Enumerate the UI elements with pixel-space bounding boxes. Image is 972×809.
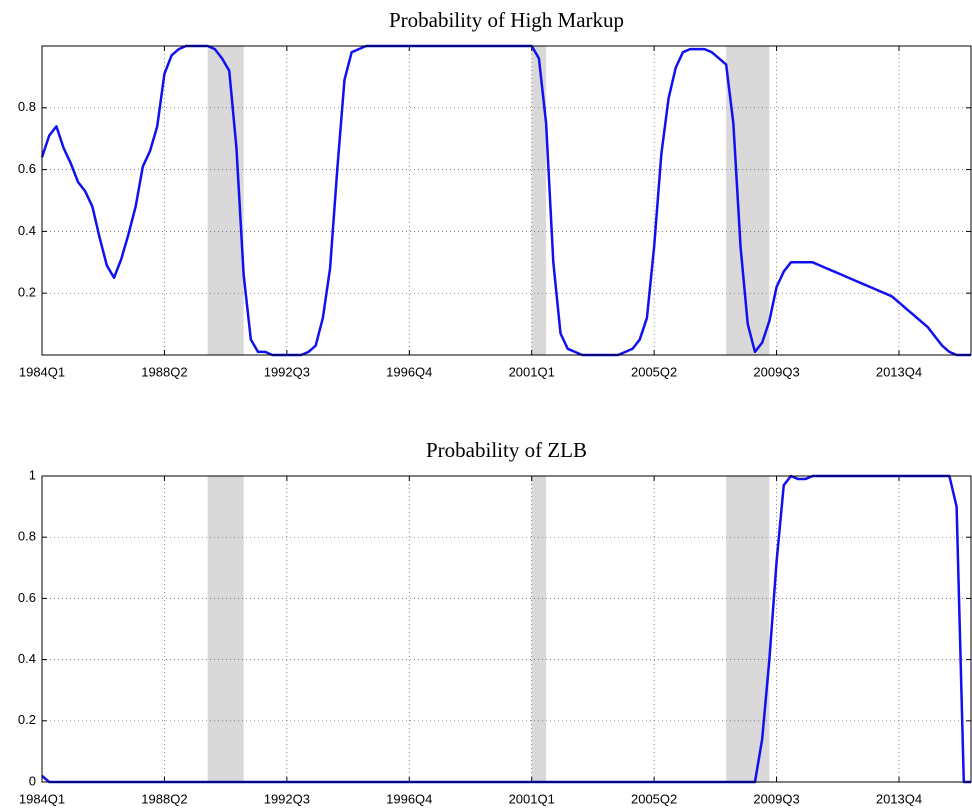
y-tick-label: 0.6 [18, 590, 36, 605]
x-tick-label: 2013Q4 [876, 364, 922, 379]
data-line [41, 474, 971, 784]
shaded-period [207, 476, 244, 782]
y-tick-label: 0.4 [18, 223, 36, 238]
shaded-period [531, 476, 547, 782]
data-line [40, 44, 971, 357]
y-tick-label: 0.6 [18, 161, 36, 176]
y-tick-label: 0.2 [18, 712, 36, 727]
x-tick-label: 2013Q4 [876, 791, 922, 806]
x-tick-label: 1988Q2 [141, 791, 187, 806]
y-tick-label: 0.8 [18, 99, 36, 114]
x-tick-label: 1988Q2 [141, 364, 187, 379]
x-tick-label: 1996Q4 [386, 791, 432, 806]
shaded-period [726, 46, 770, 355]
shaded-period [207, 46, 244, 355]
y-tick-label: 0 [29, 773, 36, 788]
x-tick-label: 2001Q1 [509, 364, 555, 379]
chart-title: Probability of ZLB [426, 438, 587, 462]
plot-frame [41, 45, 972, 356]
x-tick-label: 1992Q3 [264, 364, 310, 379]
x-tick-label: 2009Q3 [753, 791, 799, 806]
x-tick-label: 1996Q4 [386, 364, 432, 379]
x-tick-label: 2005Q2 [631, 364, 677, 379]
chart-title: Probability of High Markup [389, 8, 624, 32]
y-tick-label: 0.8 [18, 529, 36, 544]
y-tick-label: 0.4 [18, 651, 36, 666]
x-tick-label: 1984Q1 [19, 791, 65, 806]
x-tick-label: 2009Q3 [753, 364, 799, 379]
y-tick-label: 1 [29, 467, 36, 482]
x-tick-label: 2005Q2 [631, 791, 677, 806]
y-tick-label: 0.2 [18, 285, 36, 300]
x-tick-label: 1984Q1 [19, 364, 65, 379]
x-tick-label: 1992Q3 [264, 791, 310, 806]
plot-frame [41, 475, 972, 783]
shaded-period [531, 46, 547, 355]
x-tick-label: 2001Q1 [509, 791, 555, 806]
